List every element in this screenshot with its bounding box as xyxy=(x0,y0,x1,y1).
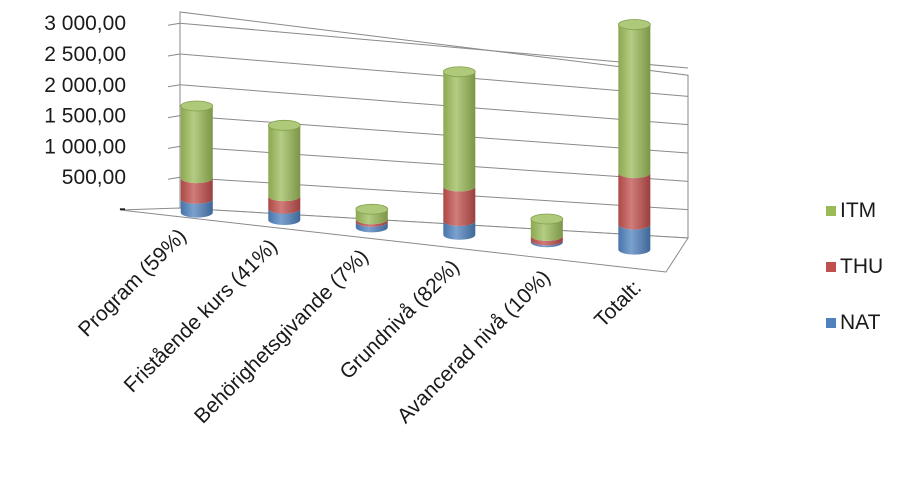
y-tick-label: - xyxy=(119,197,126,220)
gridline xyxy=(179,53,689,97)
gridlines xyxy=(167,22,689,211)
bar-top xyxy=(617,19,651,30)
y-tick-label: 500,00 xyxy=(62,166,126,189)
y-tick-label: 2 500,00 xyxy=(44,43,126,66)
bar-segment-thu xyxy=(443,186,476,227)
category-label: Program (59%) xyxy=(74,224,191,341)
legend-swatch-nat xyxy=(826,318,836,328)
bar-top xyxy=(180,100,214,112)
gridline xyxy=(179,84,689,126)
bar-segment-thu xyxy=(530,235,563,246)
bar-top xyxy=(530,213,564,225)
bar-segment-nat xyxy=(355,221,388,233)
bar-stack xyxy=(442,66,476,240)
bar-segment-nat xyxy=(180,198,213,218)
bar-segment-thu xyxy=(355,219,388,227)
gridline-depth xyxy=(167,84,181,88)
bar-stack xyxy=(355,203,389,233)
bar-segment-thu xyxy=(180,178,213,204)
category-label: Behörighetsgivande (7%) xyxy=(190,245,373,428)
gridline xyxy=(179,145,689,182)
gridline-depth xyxy=(167,115,181,119)
gridline xyxy=(179,22,689,69)
legend-label-itm: ITM xyxy=(840,199,876,222)
y-tick-label: 1 000,00 xyxy=(44,135,126,158)
chart-walls xyxy=(119,11,689,273)
bar-stack xyxy=(530,213,564,248)
gridline xyxy=(179,176,689,211)
bar-segment-thu xyxy=(268,196,301,214)
bar-stack xyxy=(617,19,651,255)
y-tick-label: 1 500,00 xyxy=(44,105,126,128)
gridline-depth xyxy=(167,145,181,149)
bar-segment-nat xyxy=(268,208,301,225)
bars xyxy=(180,19,651,255)
bar-top xyxy=(355,203,389,215)
gridline-depth xyxy=(167,53,181,57)
legend-swatch-thu xyxy=(826,262,836,272)
y-tick-label: 2 000,00 xyxy=(44,74,126,97)
gridline-depth xyxy=(167,176,181,180)
floor xyxy=(119,207,689,273)
bar-segment-itm xyxy=(443,71,476,192)
category-label: Totalt: xyxy=(590,276,646,332)
bar-top xyxy=(442,66,476,78)
bar-top xyxy=(267,119,301,131)
legend-swatch-itm xyxy=(826,206,836,216)
y-axis-ticks: - 500,00 1 000,00 1 500,00 2 000,00 2 500,00 3… xyxy=(44,12,126,220)
legend: ITM THU NAT xyxy=(826,199,883,334)
gridline xyxy=(179,115,689,154)
bar-segment-itm xyxy=(530,219,563,241)
bar-segment-nat xyxy=(443,221,476,240)
bar-segment-thu xyxy=(618,173,651,230)
bar-segment-nat xyxy=(530,240,563,248)
bar-segment-itm xyxy=(180,106,213,184)
bar-segment-itm xyxy=(268,125,301,202)
legend-label-nat: NAT xyxy=(840,311,881,334)
y-tick-label: 3 000,00 xyxy=(44,12,126,35)
bar-stack xyxy=(180,100,214,218)
legend-label-thu: THU xyxy=(840,255,883,278)
gridline-depth xyxy=(167,22,181,26)
bar-segment-itm xyxy=(618,24,651,179)
bar-stack xyxy=(267,119,301,225)
bar-segment-itm xyxy=(355,209,388,225)
bar-segment-nat xyxy=(618,224,651,255)
